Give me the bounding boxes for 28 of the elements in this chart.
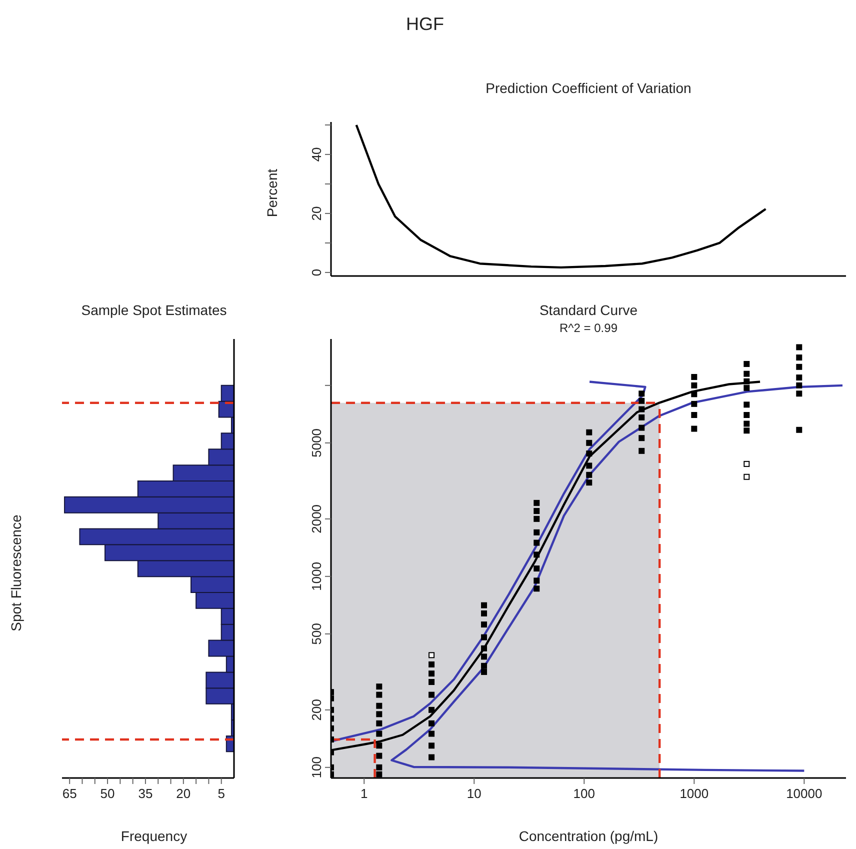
y-axis-title: Spot Fluorescence: [8, 514, 24, 634]
chart-title: HGF: [405, 14, 445, 35]
y-tick-label: 1000: [309, 562, 324, 591]
x-tick-label: 10000: [786, 786, 822, 801]
x-tick-label: 50: [100, 786, 115, 801]
x-tick-label: 1: [360, 786, 368, 801]
y-tick-label: 100: [309, 756, 324, 778]
chart-subtitle: R^2 = 0.99: [558, 321, 618, 335]
chart-title: Standard Curve: [538, 302, 639, 318]
y-tick-label: 40: [309, 147, 324, 162]
x-tick-label: 65: [62, 786, 77, 801]
y-tick-label: 200: [309, 699, 324, 721]
x-axis-title: Frequency: [120, 828, 188, 844]
y-tick-label: 2000: [309, 504, 324, 534]
x-axis-title: Concentration (pg/mL): [518, 828, 660, 844]
chart-subtitle: Prediction Coefficient of Variation: [484, 80, 692, 96]
chart-title: Sample Spot Estimates: [80, 302, 228, 318]
x-tick-label: 10: [466, 786, 482, 801]
x-tick-label: 20: [176, 786, 191, 801]
y-tick-label: 500: [309, 623, 324, 645]
x-tick-label: 35: [138, 786, 153, 801]
x-tick-label: 5: [218, 786, 225, 801]
y-axis-title: Percent: [264, 168, 280, 220]
y-tick-label: 0: [309, 268, 324, 276]
y-tick-label: 5000: [309, 428, 324, 458]
y-tick-label: 20: [309, 206, 324, 221]
x-tick-label: 100: [573, 786, 595, 801]
x-tick-label: 1000: [680, 786, 709, 801]
